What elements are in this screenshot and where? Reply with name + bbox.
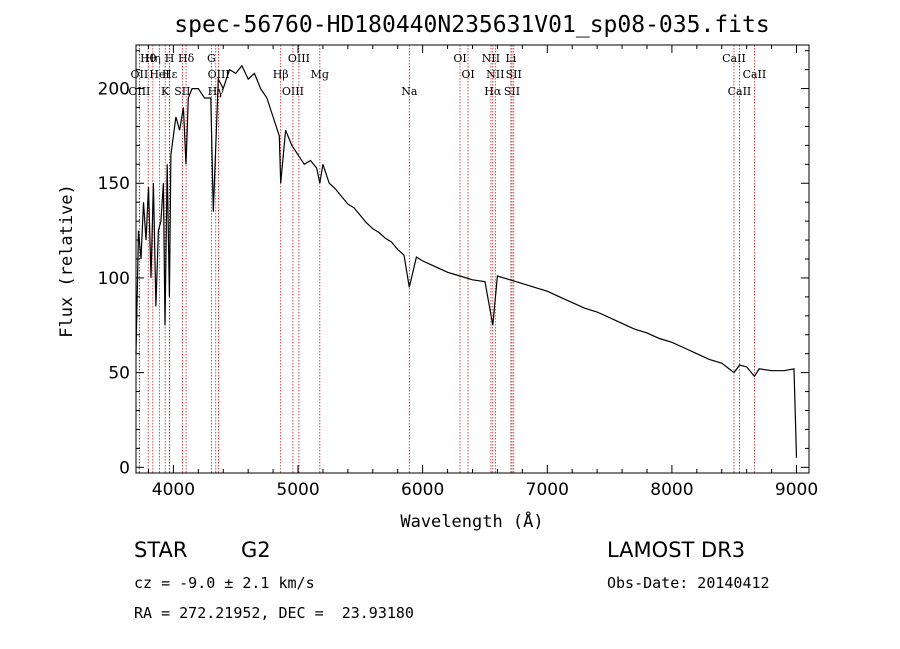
line-marker-label: SII — [504, 85, 520, 98]
x-tick-label: 7000 — [526, 480, 569, 500]
plot-frame — [135, 44, 810, 474]
line-marker-label: OIII — [128, 85, 150, 98]
line-marker-label: Hβ — [273, 68, 289, 81]
chart-title: spec-56760-HD180440N235631V01_sp08-035.f… — [174, 12, 769, 38]
line-marker-label: NII — [486, 68, 504, 81]
series-line — [135, 64, 798, 458]
y-axis-label: Flux (relative) — [57, 184, 77, 338]
line-marker-label: OII — [131, 68, 149, 81]
redshift-line: cz = -9.0 ± 2.1 km/s — [134, 574, 315, 592]
line-marker-label: Li — [505, 52, 516, 65]
survey-name: LAMOST DR3 — [607, 538, 746, 562]
line-marker-label: OIII — [288, 52, 310, 65]
line-marker-label: OIII — [282, 85, 304, 98]
x-tick-label: 4000 — [152, 480, 195, 500]
line-marker-label: Hδ — [178, 52, 195, 65]
line-marker-label: NII — [482, 52, 500, 65]
x-tick-label: 8000 — [650, 480, 693, 500]
line-marker-label: Hα — [484, 85, 502, 98]
coords-line: RA = 272.21952, DEC = 23.93180 — [134, 604, 414, 622]
x-tick-label: 6000 — [401, 480, 444, 500]
x-tick-label: 9000 — [775, 480, 818, 500]
y-axis-ticks: 0 50 100 150 200 — [98, 50, 809, 478]
line-marker-label: OI — [461, 68, 474, 81]
line-marker-label: CaII — [722, 52, 746, 65]
line-marker-label: SII — [506, 68, 522, 81]
y-tick-label: 100 — [98, 269, 130, 289]
line-marker-label: SII — [174, 85, 190, 98]
line-marker-label: Hε — [162, 68, 178, 81]
line-marker-label: Hγ — [208, 85, 225, 98]
spectral-line-markers: HθOIIOIIIHηHeIKHHεSIIHδOIIIHγGHβOIIIOIII… — [128, 45, 766, 473]
line-marker-label: OIII — [208, 68, 230, 81]
plot-series — [135, 64, 798, 458]
object-class: STAR — [134, 538, 188, 562]
line-marker-label: HeI — [149, 68, 169, 81]
x-axis-ticks: 4000 5000 6000 7000 8000 9000 — [147, 45, 818, 500]
y-tick-label: 0 — [119, 458, 130, 478]
y-tick-label: 50 — [108, 364, 130, 384]
line-marker-label: CaII — [728, 85, 752, 98]
x-tick-label: 5000 — [276, 480, 319, 500]
line-marker-label: Na — [401, 85, 418, 98]
line-marker-label: Mg — [311, 68, 329, 81]
x-axis-label: Wavelength (Å) — [400, 510, 543, 532]
y-tick-label: 150 — [98, 174, 130, 194]
obs-date-line: Obs-Date: 20140412 — [607, 574, 770, 592]
object-subclass: G2 — [241, 538, 271, 562]
line-marker-label: G — [207, 52, 216, 65]
line-marker-label: CaII — [743, 68, 767, 81]
line-marker-label: Hη — [145, 52, 161, 65]
y-tick-label: 200 — [98, 80, 130, 100]
line-marker-label: K — [161, 85, 170, 98]
line-marker-label: OI — [453, 52, 466, 65]
